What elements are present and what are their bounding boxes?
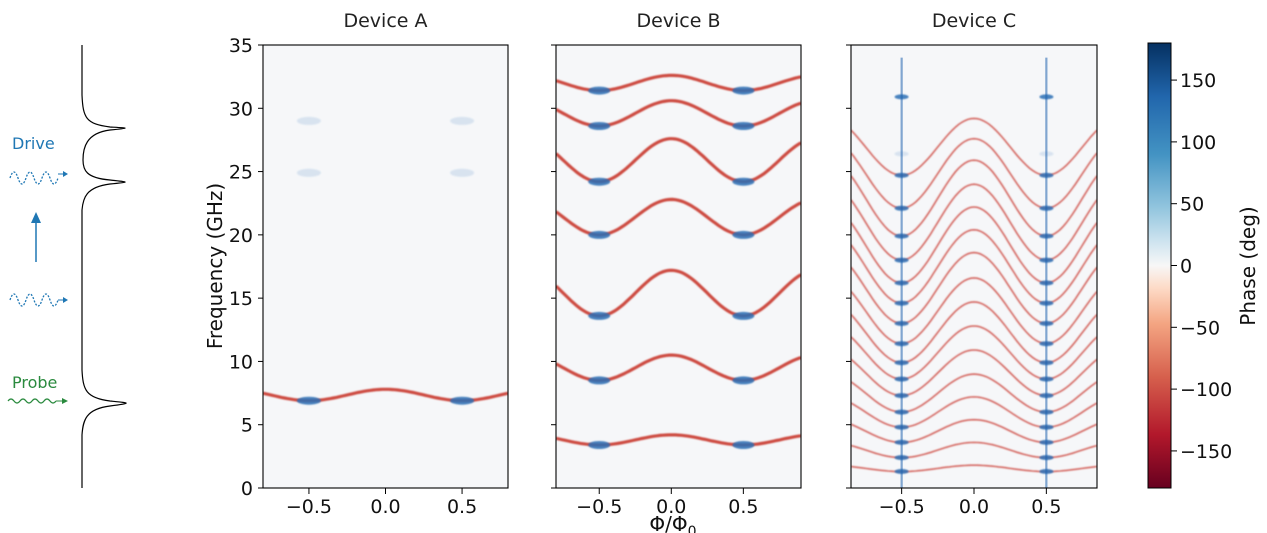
band-line	[851, 325, 1097, 380]
band-line	[851, 301, 1097, 364]
x-tick-label: 0.5	[728, 496, 758, 518]
panel-device-b: Device B	[555, 10, 802, 489]
colorbar-ticks: 150 100 50 0 −50 −100 −150	[1171, 70, 1232, 463]
band-line	[851, 418, 1097, 444]
colorbar-label: Phase (deg)	[1236, 206, 1260, 325]
y-tick-label: 20	[229, 225, 253, 247]
probe-label: Probe	[12, 373, 57, 392]
arrow-icon	[63, 171, 68, 177]
band-line	[851, 117, 1097, 177]
x-tick-label: 0.5	[447, 496, 477, 518]
x-tick-label: −0.5	[576, 496, 622, 518]
schematic: Drive Probe	[7, 45, 127, 488]
anticrossing-mark	[732, 230, 755, 239]
anticrossing-mark	[732, 86, 755, 95]
title-device-c: Device C	[932, 10, 1016, 32]
title-device-a: Device A	[343, 10, 427, 32]
plot-area	[556, 45, 801, 488]
drive-label: Drive	[12, 134, 55, 153]
band-line	[851, 228, 1097, 304]
anticrossing-mark	[450, 116, 475, 125]
y-tick-label: 5	[241, 415, 253, 437]
heatmap-bands	[851, 57, 1097, 488]
band-line	[851, 183, 1097, 261]
x-tick-label: 0.0	[370, 496, 400, 518]
colorbar-tick-label: 100	[1180, 132, 1216, 154]
x-axis-label: Φ/Φ0	[649, 512, 696, 533]
band-line	[851, 137, 1097, 209]
anticrossing-mark	[588, 86, 611, 95]
colorbar: 150 100 50 0 −50 −100 −150 Phase (deg)	[1147, 42, 1260, 489]
band-line	[851, 373, 1097, 413]
anticrossing-mark	[450, 168, 475, 177]
x-tick-label: −0.5	[879, 496, 925, 518]
arrow-icon	[63, 297, 68, 303]
panel-device-a: Device A	[262, 10, 509, 489]
y-tick-label: 0	[241, 478, 253, 500]
anticrossing-mark	[588, 122, 611, 130]
spectrum-curve	[81, 45, 127, 488]
heatmap-bands	[263, 116, 508, 405]
anticrossing-mark	[588, 230, 611, 239]
x-tick-label: 0.0	[656, 496, 686, 518]
colorbar-tick-label: 0	[1180, 256, 1192, 278]
band-line	[851, 206, 1097, 284]
band-line	[851, 349, 1097, 397]
x-tick-label: 0.0	[959, 496, 989, 518]
colorbar-tick-label: −50	[1180, 317, 1220, 339]
anticrossing-mark	[588, 441, 611, 449]
y-tick-label: 35	[229, 35, 253, 57]
drive-wave-mid	[9, 293, 68, 307]
arrow-icon	[62, 398, 68, 404]
plot-area	[263, 45, 508, 488]
anticrossing-mark	[732, 177, 755, 186]
x-tick-label: 0.5	[1031, 496, 1061, 518]
y-axis: 0 5 10 15 20 25 30 35	[229, 35, 851, 500]
y-tick-label: 15	[229, 288, 253, 310]
anticrossing-mark	[588, 311, 611, 320]
anticrossing-mark	[588, 376, 611, 385]
y-tick-label: 25	[229, 162, 253, 184]
up-arrow-icon	[31, 212, 41, 262]
band-line	[851, 159, 1097, 237]
anticrossing-mark	[296, 168, 321, 177]
title-device-b: Device B	[636, 10, 720, 32]
anticrossing-mark	[732, 441, 755, 449]
colorbar-gradient	[1147, 42, 1172, 489]
drive-wave-top	[9, 171, 68, 185]
colorbar-tick-label: 150	[1180, 70, 1216, 92]
x-axes: −0.5 0.0 0.5 −0.5 0.0 0.5 −0.5 0.0 0.5	[286, 488, 1061, 518]
anticrossing-mark	[296, 396, 321, 405]
colorbar-tick-label: 50	[1180, 194, 1204, 216]
colorbar-tick-label: −100	[1180, 379, 1232, 401]
anticrossing-mark	[732, 376, 755, 385]
band-line	[851, 464, 1097, 473]
band-line	[851, 251, 1097, 325]
y-tick-label: 10	[229, 351, 253, 373]
panel-device-c: Device C	[850, 10, 1098, 489]
heatmap-bands	[556, 73, 801, 449]
probe-wave	[7, 398, 68, 404]
y-tick-label: 30	[229, 98, 253, 120]
y-axis-label: Frequency (GHz)	[203, 183, 227, 349]
anticrossing-mark	[450, 396, 475, 405]
x-tick-label: −0.5	[286, 496, 332, 518]
anticrossing-mark	[732, 122, 755, 130]
band-line	[851, 396, 1097, 428]
band-line	[851, 441, 1097, 459]
anticrossing-mark	[732, 311, 755, 320]
axes-frame	[555, 44, 802, 489]
band-line	[851, 277, 1097, 345]
anticrossing-mark	[588, 177, 611, 186]
anticrossing-mark	[296, 116, 321, 125]
plot-area	[851, 45, 1097, 488]
colorbar-tick-label: −150	[1180, 441, 1232, 463]
